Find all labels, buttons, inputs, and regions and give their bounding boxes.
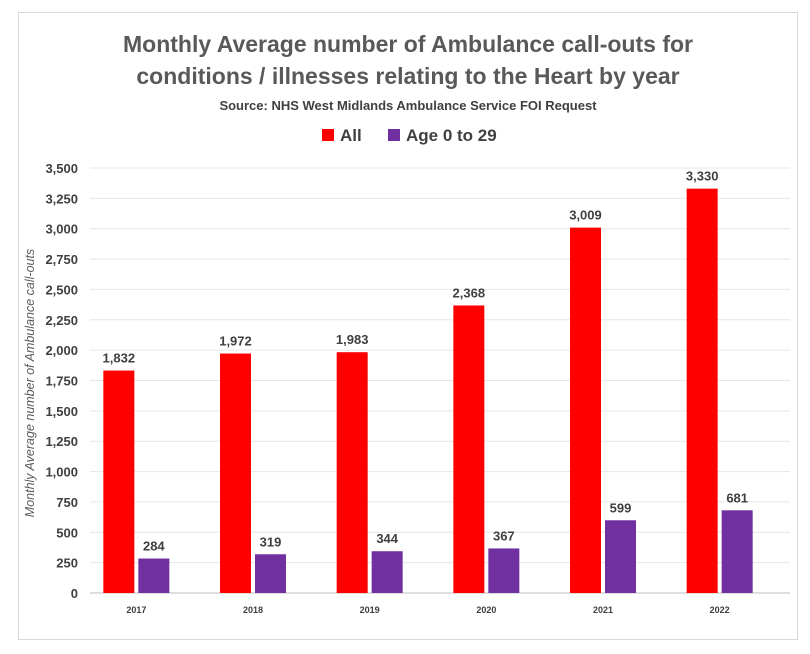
bar: [371, 551, 403, 593]
bar: [255, 554, 286, 593]
legend-swatch: [322, 129, 334, 141]
bar: [605, 520, 636, 593]
data-label: 344: [376, 531, 398, 546]
data-label: 367: [493, 528, 515, 543]
y-axis-label: Monthly Average number of Ambulance call…: [23, 249, 37, 517]
data-label: 1,983: [336, 332, 369, 347]
data-labels: 1,832 284 1,972 319 1,983 344 2,368 367 3,009 599…: [103, 169, 748, 554]
y-axis-ticks: 0 250 500 750 1,000 1,250 1,500 1,750 2,000 2,250…: [45, 161, 78, 601]
y-tick-label: 3,500: [45, 161, 78, 176]
bar: [453, 305, 485, 593]
y-tick-label: 1,750: [45, 374, 78, 389]
legend-label: Age 0 to 29: [406, 126, 497, 145]
bar: [220, 353, 251, 593]
gridlines: [90, 167, 790, 594]
x-axis-ticks: 2017 2018 2019 2020 2021 2022: [126, 605, 729, 615]
bar: [721, 510, 753, 593]
data-label: 284: [143, 539, 165, 554]
y-tick-label: 250: [56, 556, 78, 571]
legend: All Age 0 to 29: [322, 126, 497, 145]
y-tick-label: 2,000: [45, 343, 78, 358]
legend-swatch: [388, 129, 400, 141]
data-label: 319: [260, 534, 282, 549]
data-label: 2,368: [453, 285, 486, 300]
x-tick-label: 2019: [360, 605, 380, 615]
legend-label: All: [340, 126, 362, 145]
y-tick-label: 3,250: [45, 191, 78, 206]
data-label: 3,009: [569, 208, 602, 223]
data-label: 681: [726, 490, 748, 505]
data-label: 3,330: [686, 169, 719, 184]
bar: [336, 352, 368, 593]
x-tick-label: 2020: [476, 605, 496, 615]
y-tick-label: 500: [56, 525, 78, 540]
chart-title-line-2: conditions / illnesses relating to the H…: [136, 63, 679, 89]
data-label: 1,832: [103, 351, 136, 366]
bar: [570, 227, 601, 593]
y-tick-label: 2,750: [45, 252, 78, 267]
bar: [686, 188, 718, 593]
y-tick-label: 1,000: [45, 465, 78, 480]
y-tick-label: 3,000: [45, 222, 78, 237]
data-label: 599: [610, 500, 632, 515]
chart-title-line-1: Monthly Average number of Ambulance call…: [123, 31, 693, 57]
x-tick-label: 2022: [710, 605, 730, 615]
y-tick-label: 2,250: [45, 313, 78, 328]
bars: [103, 188, 753, 593]
y-tick-label: 0: [71, 586, 78, 601]
chart-subtitle: Source: NHS West Midlands Ambulance Serv…: [219, 98, 597, 113]
x-tick-label: 2018: [243, 605, 263, 615]
y-tick-label: 750: [56, 495, 78, 510]
bar: [488, 548, 520, 593]
x-tick-label: 2017: [126, 605, 146, 615]
y-tick-label: 1,500: [45, 404, 78, 419]
bar: [103, 370, 135, 593]
bar: [138, 558, 170, 593]
chart-frame: [18, 12, 798, 640]
x-tick-label: 2021: [593, 605, 613, 615]
y-tick-label: 2,500: [45, 282, 78, 297]
y-tick-label: 1,250: [45, 434, 78, 449]
data-label: 1,972: [219, 334, 252, 349]
